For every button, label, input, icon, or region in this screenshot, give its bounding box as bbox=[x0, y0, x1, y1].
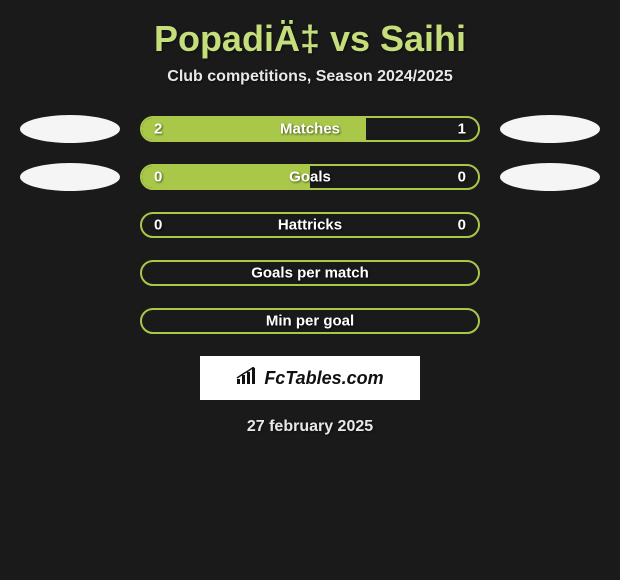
card-title: PopadiÄ‡ vs Saihi bbox=[0, 0, 620, 68]
stat-bar: 2 1 Matches bbox=[140, 116, 480, 142]
chart-icon bbox=[236, 367, 258, 390]
stat-value-right: 0 bbox=[458, 217, 466, 234]
stat-value-right: 1 bbox=[458, 121, 466, 138]
stat-row: 0 0 Goals bbox=[0, 164, 620, 190]
stat-bar: Min per goal bbox=[140, 308, 480, 334]
stat-row: Min per goal bbox=[0, 308, 620, 334]
stat-bar: Goals per match bbox=[140, 260, 480, 286]
stat-bar-fill bbox=[142, 166, 310, 188]
stat-row: 0 0 Hattricks bbox=[0, 212, 620, 238]
stat-label: Goals bbox=[289, 169, 331, 186]
date-text: 27 february 2025 bbox=[0, 418, 620, 436]
player-avatar-right bbox=[500, 163, 600, 191]
stat-value-right: 0 bbox=[458, 169, 466, 186]
player-avatar-right bbox=[500, 115, 600, 143]
stat-value-left: 2 bbox=[154, 121, 162, 138]
stats-area: 2 1 Matches 0 0 Goals 0 0 Hattricks Goals per mat… bbox=[0, 116, 620, 334]
stat-row: Goals per match bbox=[0, 260, 620, 286]
logo-label: FcTables.com bbox=[264, 368, 383, 389]
logo-text: FcTables.com bbox=[236, 367, 383, 390]
stat-row: 2 1 Matches bbox=[0, 116, 620, 142]
stat-value-left: 0 bbox=[154, 169, 162, 186]
stat-label: Min per goal bbox=[266, 313, 354, 330]
player-avatar-left bbox=[20, 115, 120, 143]
card-subtitle: Club competitions, Season 2024/2025 bbox=[0, 68, 620, 116]
stat-bar: 0 0 Hattricks bbox=[140, 212, 480, 238]
stat-label: Goals per match bbox=[251, 265, 369, 282]
player-avatar-left bbox=[20, 163, 120, 191]
logo-box: FcTables.com bbox=[200, 356, 420, 400]
stat-bar: 0 0 Goals bbox=[140, 164, 480, 190]
stat-value-left: 0 bbox=[154, 217, 162, 234]
stat-label: Matches bbox=[280, 121, 340, 138]
stat-label: Hattricks bbox=[278, 217, 342, 234]
comparison-card: PopadiÄ‡ vs Saihi Club competitions, Sea… bbox=[0, 0, 620, 436]
